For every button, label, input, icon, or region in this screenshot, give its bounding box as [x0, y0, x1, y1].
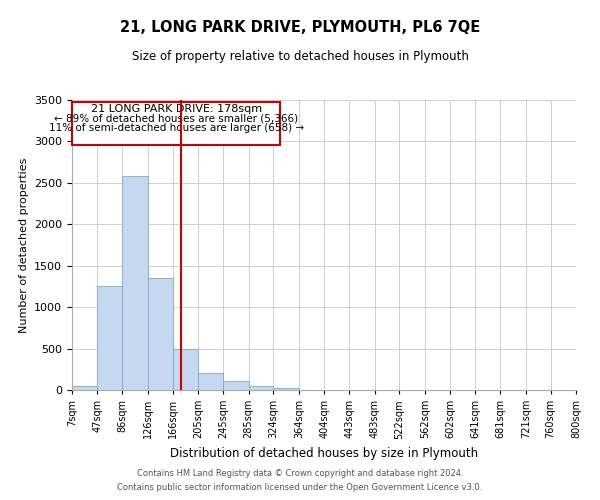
Text: Size of property relative to detached houses in Plymouth: Size of property relative to detached ho… [131, 50, 469, 63]
Text: Contains HM Land Registry data © Crown copyright and database right 2024.: Contains HM Land Registry data © Crown c… [137, 468, 463, 477]
Bar [173, 348, 198, 390]
Text: 21, LONG PARK DRIVE, PLYMOUTH, PL6 7QE: 21, LONG PARK DRIVE, PLYMOUTH, PL6 7QE [120, 20, 480, 35]
Text: ← 89% of detached houses are smaller (5,366): ← 89% of detached houses are smaller (5,… [54, 114, 298, 124]
Text: Contains public sector information licensed under the Open Government Licence v3: Contains public sector information licen… [118, 484, 482, 492]
Bar [248, 386, 274, 390]
Bar [198, 374, 223, 390]
Bar [97, 286, 122, 390]
Bar [274, 388, 299, 390]
Bar [122, 176, 148, 390]
Text: 21 LONG PARK DRIVE: 178sqm: 21 LONG PARK DRIVE: 178sqm [91, 104, 262, 114]
FancyBboxPatch shape [72, 102, 280, 144]
Y-axis label: Number of detached properties: Number of detached properties [19, 158, 29, 332]
Text: 11% of semi-detached houses are larger (658) →: 11% of semi-detached houses are larger (… [49, 123, 304, 133]
X-axis label: Distribution of detached houses by size in Plymouth: Distribution of detached houses by size … [170, 447, 478, 460]
Bar [223, 381, 248, 390]
Bar [148, 278, 173, 390]
Bar [72, 386, 97, 390]
